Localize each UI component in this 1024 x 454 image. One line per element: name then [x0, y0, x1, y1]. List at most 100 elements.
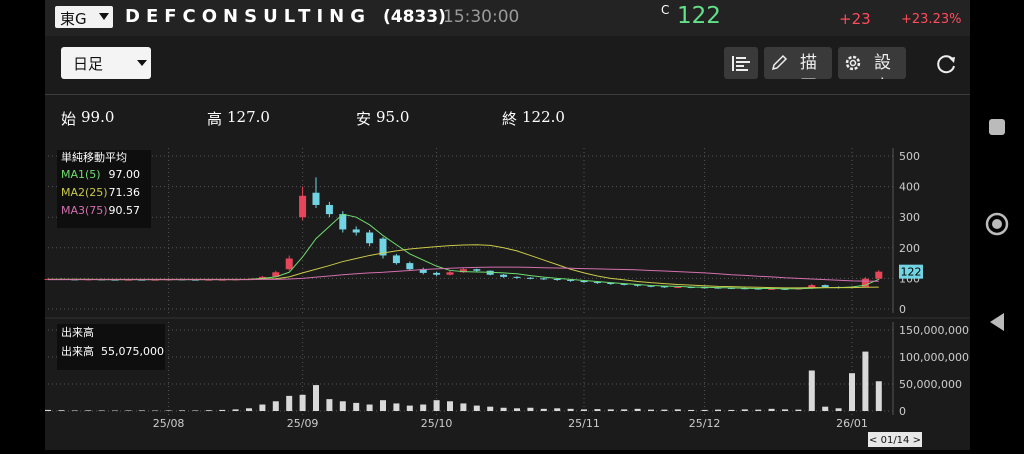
volume-bar: [474, 406, 480, 411]
volume-bar: [527, 408, 533, 411]
volume-legend-label: 出来高: [61, 344, 94, 358]
volume-bar: [179, 410, 185, 411]
recent-button[interactable]: [989, 119, 1005, 135]
candle-body: [353, 229, 360, 232]
volume-bar: [635, 409, 641, 411]
x-tick-label: 25/10: [421, 417, 453, 430]
volume-bar: [273, 401, 279, 411]
volume-bar: [233, 409, 239, 411]
volume-bar: [219, 410, 225, 411]
volume-bar: [782, 409, 788, 411]
legend-name: MA3(75): [61, 204, 108, 217]
y-tick-label: 50,000,000: [899, 378, 962, 391]
volume-bar: [300, 395, 306, 411]
candle-body: [433, 273, 440, 275]
volume-bar: [447, 401, 453, 411]
volume-bar: [166, 410, 172, 411]
legend-value: 71.36: [109, 186, 141, 199]
candle-body: [313, 193, 320, 205]
volume-bar: [206, 410, 212, 411]
volume-bar: [367, 405, 373, 411]
volume-bar: [769, 409, 775, 411]
legend-name: MA1(5): [61, 168, 101, 181]
ma-line: [48, 245, 879, 288]
nav-icons: [970, 0, 1024, 450]
volume-bar: [621, 409, 627, 411]
volume-bar: [514, 408, 520, 411]
y-tick-label: 0: [899, 303, 906, 316]
x-tick-label: 25/12: [689, 417, 721, 430]
candle-body: [393, 255, 400, 263]
chart: 0100200300400500単純移動平均MA1(5)97.00MA2(25)…: [0, 0, 970, 450]
candle-body: [299, 196, 306, 217]
legend-value: 97.00: [109, 168, 141, 181]
candle-body: [674, 287, 681, 288]
volume-bar: [407, 406, 413, 411]
volume-bar: [849, 373, 855, 411]
candle-body: [540, 278, 547, 279]
price-tag-label: 122: [901, 266, 922, 279]
volume-title: 出来高: [61, 325, 94, 339]
volume-bar: [795, 410, 801, 411]
y-tick-label: 500: [899, 150, 920, 163]
volume-bar: [393, 403, 399, 411]
candle-body: [447, 272, 454, 274]
volume-bar: [541, 409, 547, 411]
back-button[interactable]: [990, 313, 1004, 331]
volume-bar: [353, 403, 359, 411]
x-tick-label: 25/09: [287, 417, 319, 430]
candle-body: [875, 272, 882, 279]
legend-title: 単純移動平均: [61, 150, 127, 164]
cursor-date: < 01/14 >: [869, 435, 921, 446]
volume-legend-value: 55,075,000: [101, 345, 164, 358]
volume-bar: [420, 405, 426, 411]
x-tick-label: 25/08: [153, 417, 185, 430]
volume-bar: [715, 410, 721, 411]
candle-body: [286, 259, 293, 270]
candle-body: [473, 269, 480, 271]
volume-bar: [742, 409, 748, 411]
x-tick-label: 26/01: [836, 417, 868, 430]
volume-bar: [728, 410, 734, 411]
volume-bar: [125, 410, 131, 411]
legend-name: MA2(25): [61, 186, 108, 199]
volume-bar: [688, 410, 694, 411]
volume-bar: [45, 410, 51, 411]
volume-bar: [581, 409, 587, 411]
volume-bar: [259, 405, 265, 411]
volume-bar: [460, 403, 466, 411]
volume-bar: [568, 409, 574, 411]
candle-body: [554, 279, 561, 280]
volume-bar: [876, 381, 882, 411]
volume-bar: [675, 409, 681, 411]
volume-bar: [99, 410, 105, 411]
y-tick-label: 100,000,000: [899, 351, 969, 364]
volume-bar: [487, 407, 493, 411]
y-tick-label: 150,000,000: [899, 324, 969, 337]
candle-body: [366, 233, 373, 244]
volume-bar: [340, 401, 346, 411]
volume-bar: [313, 385, 319, 411]
volume-bar: [286, 396, 292, 411]
y-tick-label: 400: [899, 181, 920, 194]
volume-bar: [822, 407, 828, 411]
y-tick-label: 300: [899, 211, 920, 224]
candle-body: [406, 263, 413, 269]
y-tick-label: 0: [899, 405, 906, 418]
candle-body: [567, 280, 574, 281]
volume-bar: [702, 410, 708, 411]
volume-bar: [380, 400, 386, 411]
ma-line: [48, 214, 879, 289]
volume-bar: [326, 399, 332, 411]
home-dot: [992, 219, 1002, 229]
volume-bar: [836, 408, 842, 411]
volume-bar: [58, 410, 64, 411]
candle-body: [514, 277, 521, 278]
y-tick-label: 200: [899, 242, 920, 255]
volume-bar: [434, 400, 440, 411]
volume-bar: [246, 408, 252, 411]
candle-body: [500, 275, 507, 277]
volume-bar: [554, 408, 560, 411]
volume-bar: [809, 371, 815, 412]
